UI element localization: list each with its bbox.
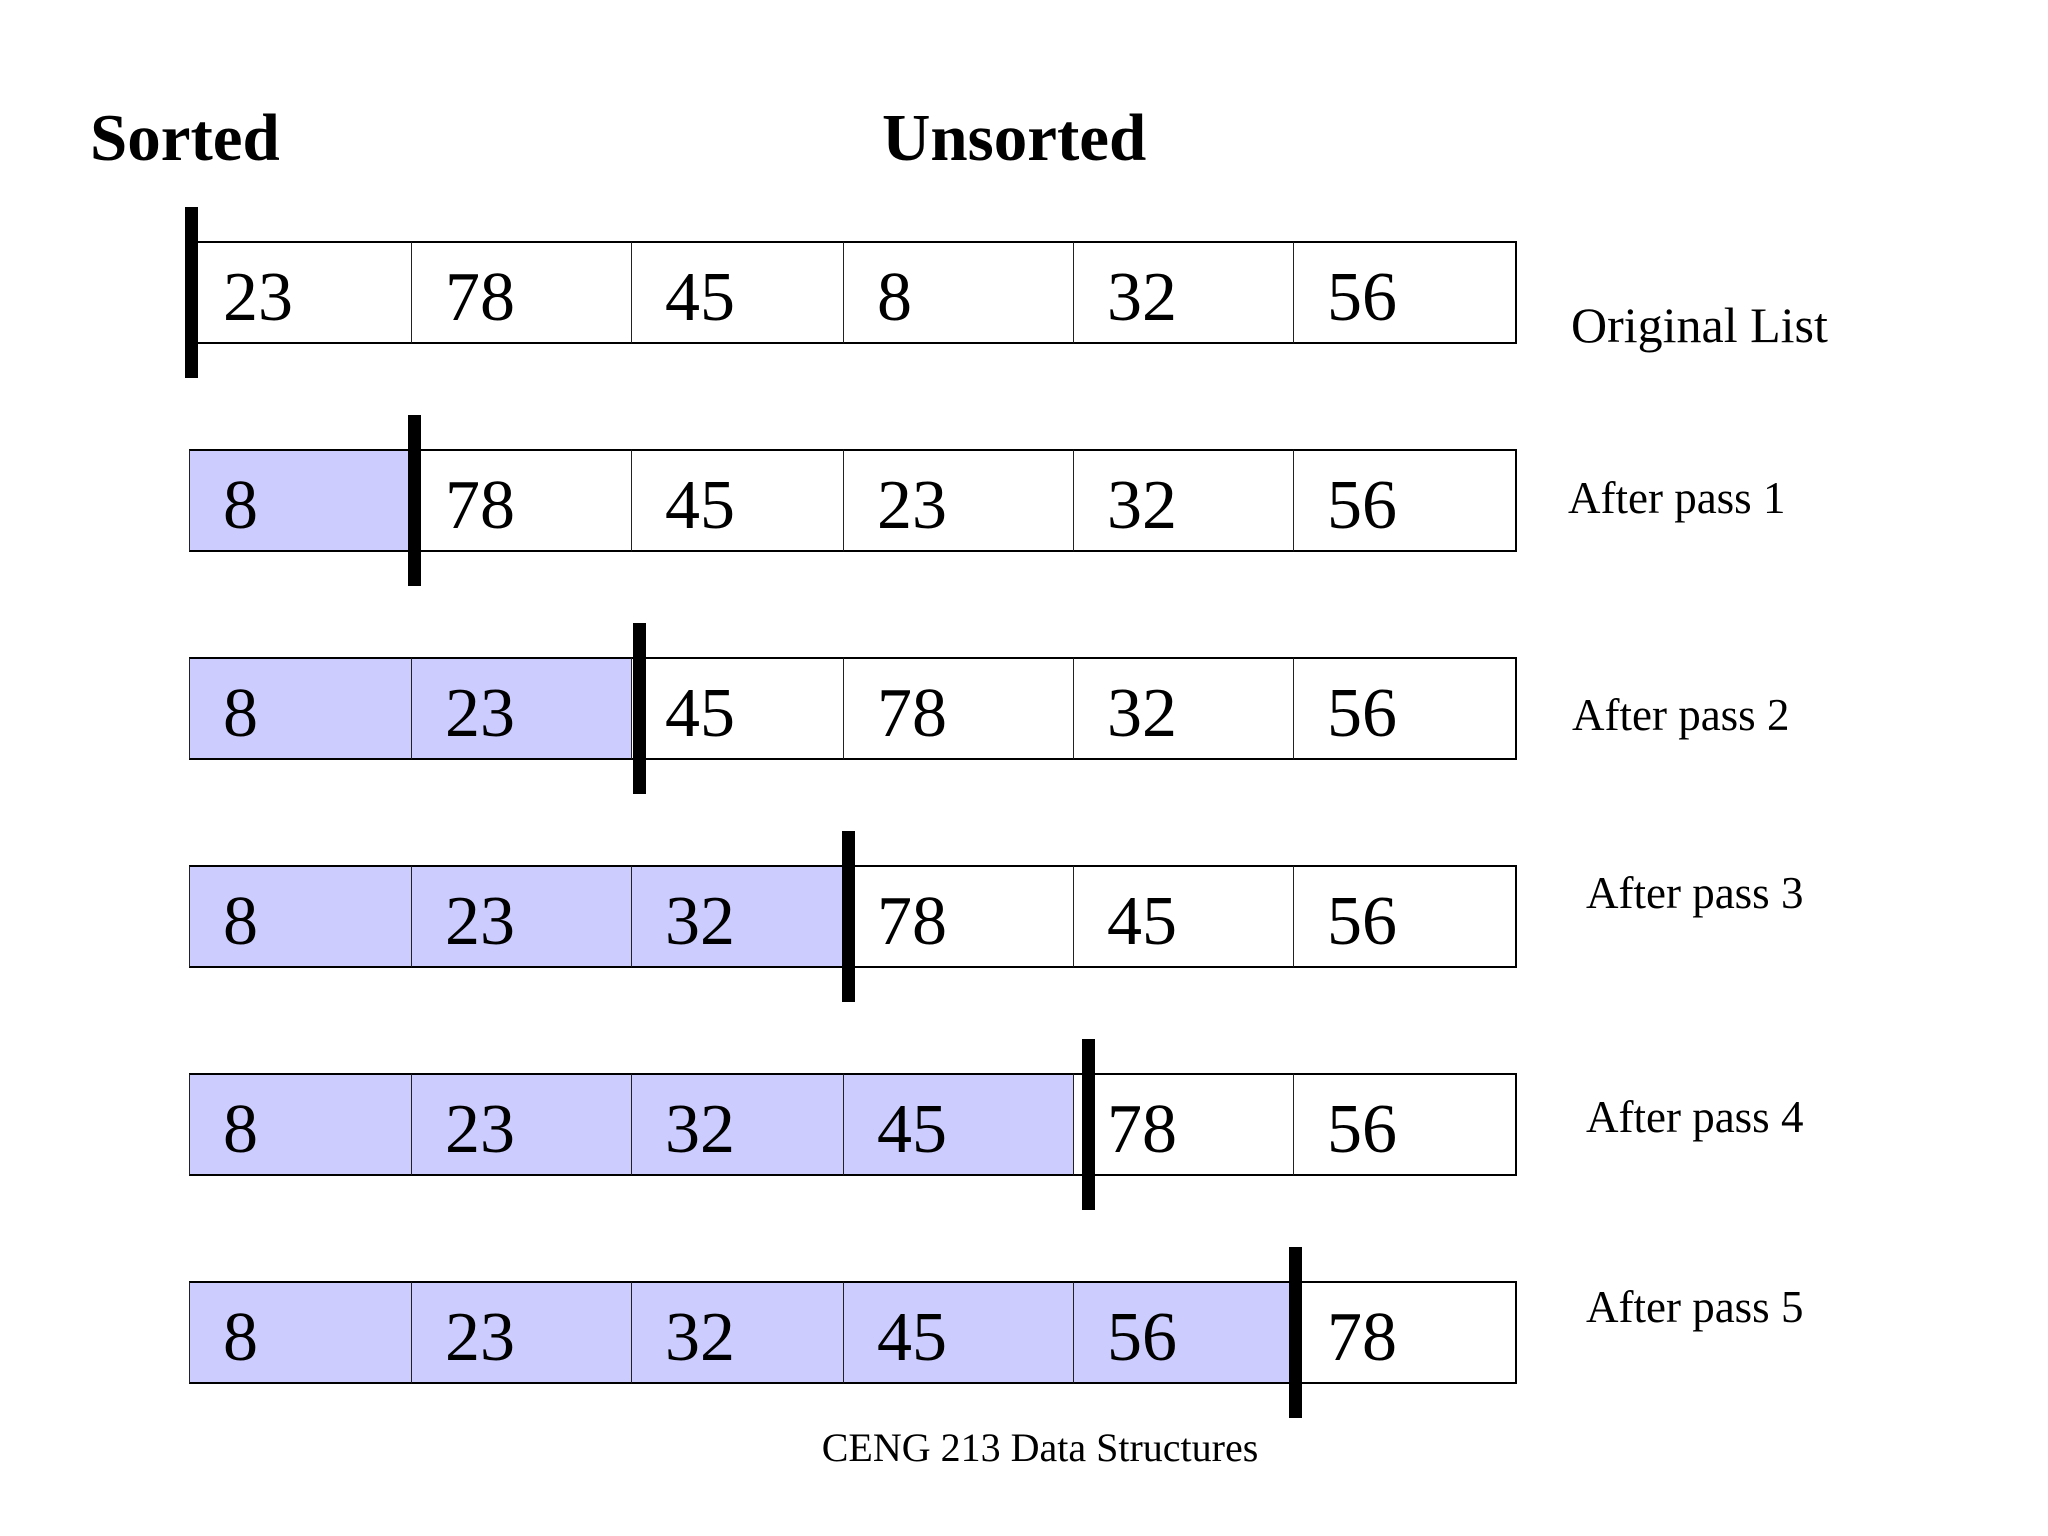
unsorted-cell: 45 [631, 449, 843, 552]
unsorted-cell: 78 [411, 241, 631, 344]
unsorted-cell: 56 [1293, 241, 1517, 344]
pass-label: After pass 4 [1586, 1092, 1804, 1142]
sorted-cell: 8 [189, 1073, 411, 1176]
sorted-cell: 56 [1073, 1281, 1293, 1384]
sorted-unsorted-divider [185, 207, 198, 378]
sorted-unsorted-divider [408, 415, 421, 586]
list-row: 8 23 45 78 32 56 [189, 623, 1517, 794]
pass-label: After pass 3 [1586, 868, 1804, 918]
unsorted-cell: 78 [843, 865, 1073, 968]
pass-label: After pass 2 [1572, 690, 1790, 740]
sorted-heading: Sorted [90, 101, 280, 175]
pass-label: After pass 5 [1586, 1282, 1804, 1332]
sorted-cell: 32 [631, 1073, 843, 1176]
unsorted-cell: 32 [1073, 241, 1293, 344]
unsorted-cell: 78 [843, 657, 1073, 760]
unsorted-cell: 56 [1293, 449, 1517, 552]
unsorted-cell: 32 [1073, 657, 1293, 760]
sorted-unsorted-divider [633, 623, 646, 794]
pass-label: Original List [1571, 297, 1828, 353]
list-row: 8 23 32 78 45 56 [189, 831, 1517, 1002]
unsorted-cell: 78 [1293, 1281, 1517, 1384]
footer-caption: CENG 213 Data Structures [821, 1425, 1259, 1470]
sorted-cell: 32 [631, 865, 843, 968]
unsorted-cell: 56 [1293, 865, 1517, 968]
sorted-cell: 45 [843, 1281, 1073, 1384]
list-row: 8 23 32 45 56 78 [189, 1247, 1517, 1418]
sorted-cell: 32 [631, 1281, 843, 1384]
sorted-unsorted-divider [1082, 1039, 1095, 1210]
sorted-cell: 23 [411, 657, 631, 760]
unsorted-cell: 45 [631, 241, 843, 344]
unsorted-cell: 8 [843, 241, 1073, 344]
unsorted-cell: 23 [843, 449, 1073, 552]
unsorted-cell: 23 [189, 241, 411, 344]
pass-label: After pass 1 [1568, 473, 1786, 523]
unsorted-cell: 56 [1293, 657, 1517, 760]
sorted-cell: 8 [189, 657, 411, 760]
sorted-cell: 8 [189, 1281, 411, 1384]
unsorted-cell: 78 [411, 449, 631, 552]
sorted-unsorted-divider [1289, 1247, 1302, 1418]
sorted-cell: 23 [411, 1073, 631, 1176]
unsorted-cell: 32 [1073, 449, 1293, 552]
unsorted-cell: 45 [1073, 865, 1293, 968]
sorted-cell: 8 [189, 449, 411, 552]
unsorted-cell: 56 [1293, 1073, 1517, 1176]
unsorted-cell: 78 [1073, 1073, 1293, 1176]
unsorted-heading: Unsorted [882, 101, 1147, 175]
unsorted-cell: 45 [631, 657, 843, 760]
sorted-cell: 23 [411, 865, 631, 968]
sorted-cell: 8 [189, 865, 411, 968]
list-row: 23 78 45 8 32 56 [185, 207, 1517, 378]
sorted-cell: 23 [411, 1281, 631, 1384]
list-row: 8 78 45 23 32 56 [189, 415, 1517, 586]
sorted-unsorted-divider [842, 831, 855, 1002]
list-row: 8 23 32 45 78 56 [189, 1039, 1517, 1210]
sorted-cell: 45 [843, 1073, 1073, 1176]
